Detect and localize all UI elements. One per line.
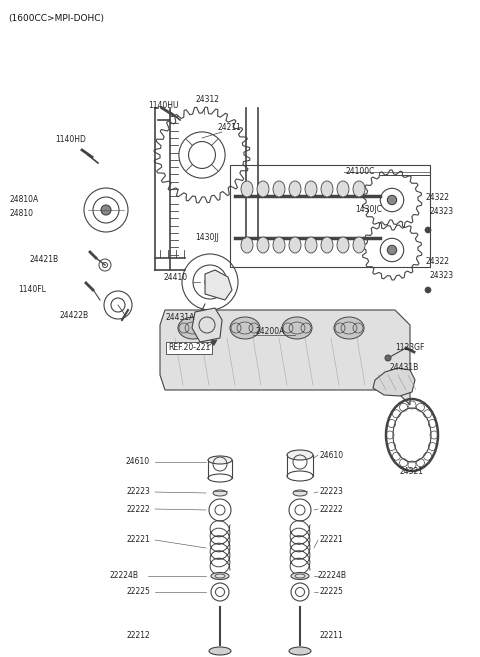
Text: 24321: 24321 bbox=[400, 468, 424, 476]
Polygon shape bbox=[205, 270, 232, 300]
Circle shape bbox=[101, 205, 111, 215]
Circle shape bbox=[198, 310, 206, 318]
Circle shape bbox=[205, 277, 215, 287]
Ellipse shape bbox=[305, 237, 317, 253]
Ellipse shape bbox=[287, 450, 313, 460]
Text: 22224B: 22224B bbox=[109, 572, 138, 581]
Ellipse shape bbox=[321, 181, 333, 197]
Text: 24322: 24322 bbox=[425, 258, 449, 267]
Ellipse shape bbox=[208, 456, 232, 464]
Ellipse shape bbox=[337, 237, 349, 253]
Ellipse shape bbox=[213, 490, 227, 496]
Text: (1600CC>MPI-DOHC): (1600CC>MPI-DOHC) bbox=[8, 14, 104, 22]
Ellipse shape bbox=[334, 317, 364, 339]
Ellipse shape bbox=[337, 181, 349, 197]
Text: 22211: 22211 bbox=[320, 631, 344, 639]
Text: 22223: 22223 bbox=[320, 487, 344, 497]
Ellipse shape bbox=[305, 181, 317, 197]
Ellipse shape bbox=[289, 647, 311, 655]
Ellipse shape bbox=[211, 572, 229, 579]
Text: 24323: 24323 bbox=[430, 271, 454, 281]
Circle shape bbox=[425, 287, 431, 293]
Text: 24810A: 24810A bbox=[10, 196, 39, 204]
Text: 1140HD: 1140HD bbox=[55, 135, 86, 145]
Ellipse shape bbox=[353, 181, 365, 197]
Text: 22224B: 22224B bbox=[318, 572, 347, 581]
Polygon shape bbox=[160, 310, 410, 405]
Circle shape bbox=[387, 245, 396, 255]
Text: 22225: 22225 bbox=[126, 587, 150, 597]
Text: 24312: 24312 bbox=[196, 95, 220, 104]
Text: 22222: 22222 bbox=[126, 505, 150, 514]
Ellipse shape bbox=[273, 181, 285, 197]
Text: 22221: 22221 bbox=[320, 535, 344, 545]
Text: REF.20-221: REF.20-221 bbox=[168, 344, 210, 353]
Text: 1430JC: 1430JC bbox=[355, 206, 382, 214]
Ellipse shape bbox=[321, 237, 333, 253]
Polygon shape bbox=[192, 308, 222, 342]
Text: 1123GF: 1123GF bbox=[395, 344, 424, 353]
Text: 24200A: 24200A bbox=[255, 327, 284, 336]
Text: 24431B: 24431B bbox=[390, 363, 419, 373]
Text: 22221: 22221 bbox=[126, 535, 150, 545]
Ellipse shape bbox=[178, 317, 208, 339]
Ellipse shape bbox=[209, 647, 231, 655]
Text: 24610: 24610 bbox=[320, 451, 344, 459]
Ellipse shape bbox=[241, 181, 253, 197]
Text: 24323: 24323 bbox=[430, 208, 454, 217]
Text: 24410: 24410 bbox=[163, 273, 187, 283]
Text: 1430JJ: 1430JJ bbox=[195, 233, 219, 242]
Text: 22223: 22223 bbox=[126, 487, 150, 497]
Text: 22225: 22225 bbox=[320, 587, 344, 597]
Text: 24421B: 24421B bbox=[30, 256, 59, 265]
Text: 24810: 24810 bbox=[10, 208, 34, 217]
Ellipse shape bbox=[353, 237, 365, 253]
Text: 22222: 22222 bbox=[320, 505, 344, 514]
Ellipse shape bbox=[241, 237, 253, 253]
Text: 1140HU: 1140HU bbox=[148, 101, 179, 110]
Text: 22212: 22212 bbox=[126, 631, 150, 639]
Text: 24610: 24610 bbox=[126, 457, 150, 466]
Ellipse shape bbox=[289, 237, 301, 253]
Circle shape bbox=[387, 195, 396, 205]
Text: 24422B: 24422B bbox=[60, 311, 89, 319]
Ellipse shape bbox=[273, 237, 285, 253]
Ellipse shape bbox=[257, 237, 269, 253]
Bar bbox=[230, 165, 430, 267]
Text: 24211: 24211 bbox=[218, 124, 242, 133]
Circle shape bbox=[425, 227, 431, 233]
Ellipse shape bbox=[257, 181, 269, 197]
Text: 1140FL: 1140FL bbox=[18, 286, 46, 294]
Polygon shape bbox=[373, 368, 415, 396]
Ellipse shape bbox=[230, 317, 260, 339]
Text: 24100C: 24100C bbox=[345, 168, 374, 177]
Text: 24431A: 24431A bbox=[165, 313, 194, 323]
Ellipse shape bbox=[291, 572, 309, 579]
Ellipse shape bbox=[289, 181, 301, 197]
Ellipse shape bbox=[293, 490, 307, 496]
Ellipse shape bbox=[282, 317, 312, 339]
Text: 24322: 24322 bbox=[425, 194, 449, 202]
Circle shape bbox=[385, 355, 391, 361]
